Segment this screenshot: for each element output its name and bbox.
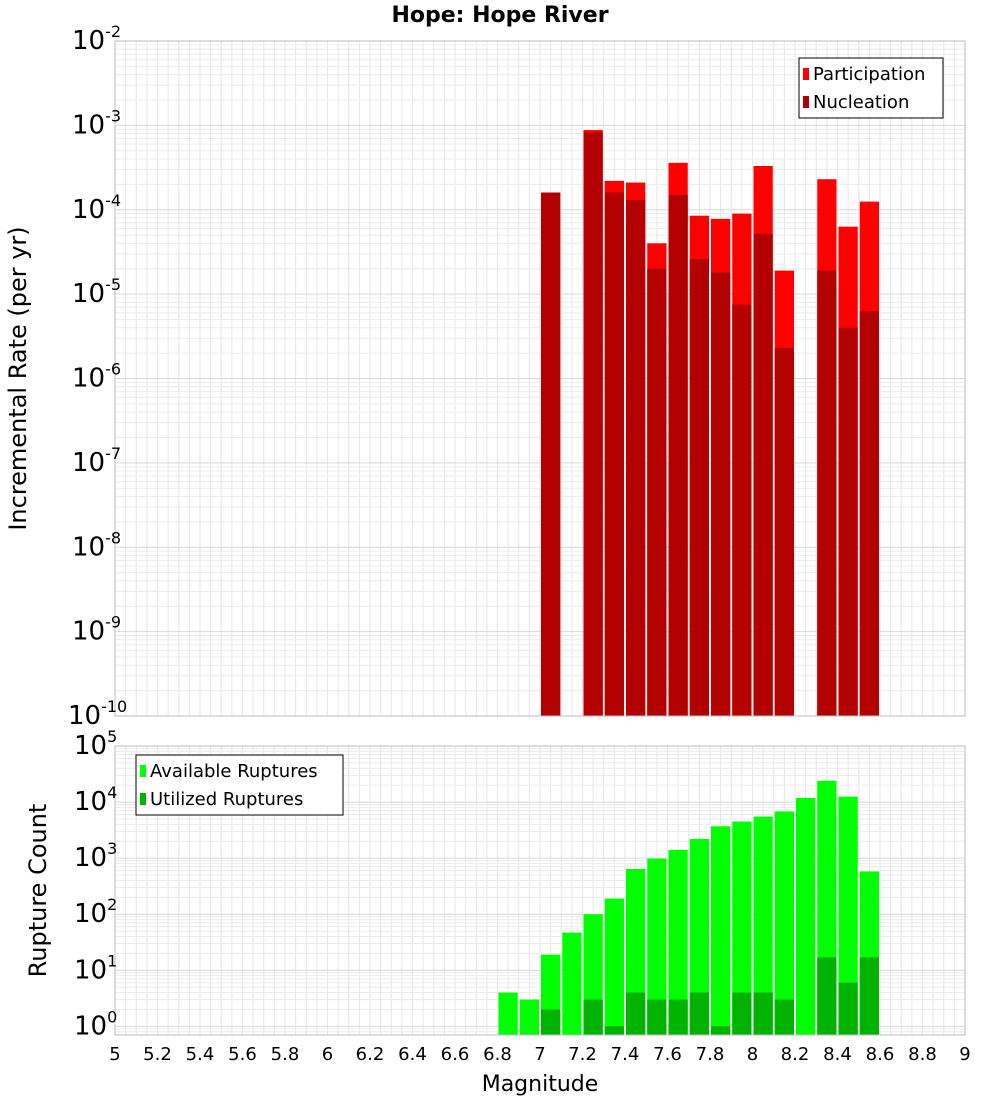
- x-tick-label: 5.6: [228, 1044, 257, 1065]
- legend-swatch: [803, 96, 809, 108]
- chart-title: Hope: Hope River: [391, 3, 608, 28]
- legend: Participation Nucleation: [798, 57, 944, 119]
- x-tick-label: 6.6: [441, 1044, 470, 1065]
- bar-utilized-ruptures: [859, 957, 879, 1035]
- y-tick-label: 10-8: [72, 528, 121, 562]
- bar-utilized-ruptures: [583, 999, 603, 1035]
- bar-utilized-ruptures: [774, 999, 794, 1035]
- bar-available-ruptures: [732, 821, 752, 1035]
- bar-nucleation: [668, 194, 688, 716]
- bar-available-ruptures: [838, 796, 858, 1035]
- plot-frame: [114, 40, 966, 717]
- bar-nucleation: [647, 268, 667, 716]
- x-tick-label: 9: [959, 1044, 970, 1065]
- bar-utilized-ruptures: [711, 1026, 731, 1035]
- bar-available-ruptures: [604, 898, 624, 1035]
- bar-utilized-ruptures: [817, 957, 837, 1035]
- legend-swatch: [140, 765, 146, 777]
- y-tick-label: 103: [74, 839, 117, 873]
- bar-nucleation: [838, 327, 858, 716]
- bar-available-ruptures: [711, 826, 731, 1035]
- legend-box: [135, 754, 344, 816]
- y-tick-label: 10-3: [72, 106, 121, 140]
- x-tick-label: 5.4: [186, 1044, 215, 1065]
- x-tick-label: 5.8: [271, 1044, 300, 1065]
- bar-available-ruptures: [647, 858, 667, 1035]
- x-tick-label: 6.4: [398, 1044, 427, 1065]
- x-tick-label: 5: [109, 1044, 120, 1065]
- legend: Available Ruptures Utilized Ruptures: [135, 754, 344, 816]
- bar-nucleation: [753, 233, 773, 716]
- legend-label: Available Ruptures: [150, 761, 318, 782]
- bar-utilized-ruptures: [753, 992, 773, 1035]
- bar-available-ruptures: [668, 849, 688, 1035]
- x-tick-label: 5.2: [143, 1044, 172, 1065]
- y-axis-label: Incremental Rate (per yr): [4, 226, 32, 530]
- bar-nucleation: [604, 192, 624, 717]
- bar-available-ruptures: [753, 816, 773, 1035]
- legend-label: Participation: [813, 64, 925, 85]
- bar-nucleation: [732, 304, 752, 716]
- bar-utilized-ruptures: [668, 999, 688, 1035]
- y-tick-label: 104: [74, 783, 117, 817]
- bar-nucleation: [859, 311, 879, 716]
- x-tick-label: 8.8: [908, 1044, 937, 1065]
- x-tick-label: 6.8: [483, 1044, 512, 1065]
- x-axis-label: Magnitude: [482, 1072, 599, 1097]
- y-tick-label: 10-9: [72, 613, 121, 647]
- bar-available-ruptures: [519, 999, 539, 1035]
- bar-nucleation: [817, 270, 837, 716]
- x-tick-label: 7: [534, 1044, 545, 1065]
- bar-available-ruptures: [796, 798, 816, 1035]
- legend-label: Utilized Ruptures: [150, 789, 303, 810]
- y-tick-label: 100: [74, 1007, 117, 1041]
- bar-utilized-ruptures: [604, 1026, 624, 1035]
- y-tick-label: 10-5: [72, 275, 121, 309]
- x-tick-label: 7.4: [611, 1044, 640, 1065]
- x-tick-label: 7.8: [696, 1044, 725, 1065]
- x-tick-label: 7.6: [653, 1044, 682, 1065]
- legend-label: Nucleation: [813, 92, 909, 113]
- bar-available-ruptures: [498, 992, 518, 1035]
- bar-utilized-ruptures: [838, 982, 858, 1035]
- bar-nucleation: [541, 192, 561, 717]
- bar-utilized-ruptures: [647, 999, 667, 1035]
- x-tick-label: 8.2: [781, 1044, 810, 1065]
- bar-utilized-ruptures: [689, 992, 709, 1035]
- y-tick-label: 102: [74, 895, 117, 929]
- y-tick-label: 10-2: [72, 22, 121, 56]
- bar-nucleation: [774, 347, 794, 716]
- bar-available-ruptures: [689, 838, 709, 1035]
- y-tick-label: 10-7: [72, 444, 121, 478]
- x-tick-label: 8.4: [823, 1044, 852, 1065]
- x-tick-label: 8: [747, 1044, 758, 1065]
- bar-utilized-ruptures: [541, 1009, 561, 1035]
- y-tick-label: 10-10: [68, 697, 127, 731]
- y-axis-label: Rupture Count: [24, 804, 52, 978]
- bar-available-ruptures: [562, 932, 582, 1035]
- y-tick-label: 101: [74, 951, 117, 985]
- bar-utilized-ruptures: [732, 992, 752, 1035]
- legend-box: [798, 57, 944, 119]
- bar-nucleation: [689, 259, 709, 716]
- plot-frame: [114, 745, 966, 1036]
- legend-swatch: [140, 793, 146, 805]
- x-tick-label: 6: [322, 1044, 333, 1065]
- legend-swatch: [803, 68, 809, 80]
- bar-nucleation: [711, 272, 731, 716]
- x-tick-label: 7.2: [568, 1044, 597, 1065]
- bar-utilized-ruptures: [626, 992, 646, 1035]
- x-tick-label: 8.6: [866, 1044, 895, 1065]
- x-tick-label: 6.2: [356, 1044, 385, 1065]
- bar-nucleation: [626, 200, 646, 716]
- bar-available-ruptures: [774, 811, 794, 1035]
- bar-nucleation: [583, 132, 603, 717]
- y-tick-label: 10-6: [72, 360, 121, 394]
- y-tick-label: 10-4: [72, 191, 121, 225]
- y-tick-label: 105: [74, 727, 117, 761]
